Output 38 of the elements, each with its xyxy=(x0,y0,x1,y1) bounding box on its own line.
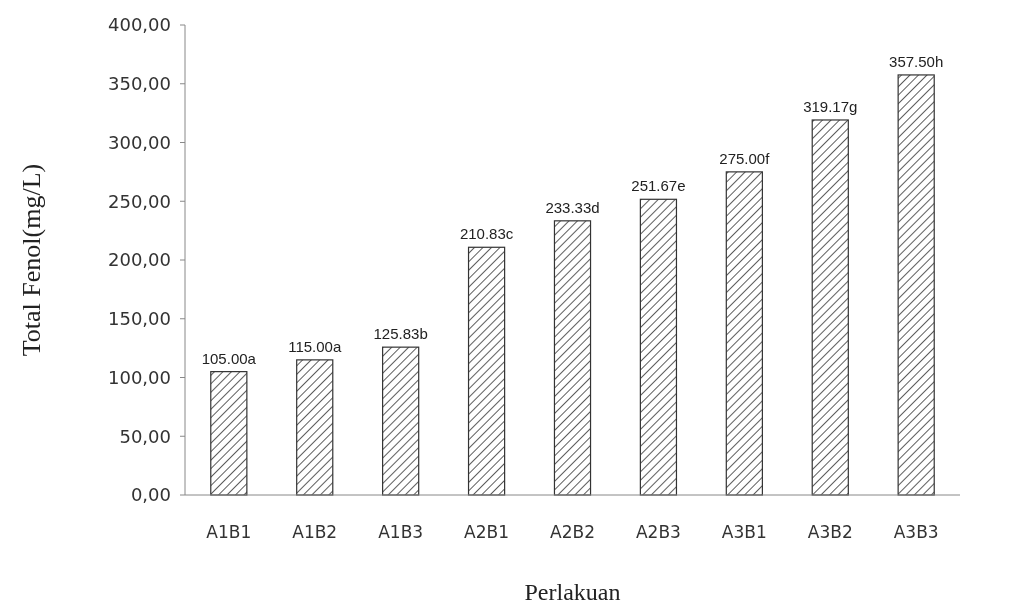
y-tick-label: 400,00 xyxy=(108,14,171,36)
data-label: 275.00f xyxy=(719,149,771,167)
y-tick-label: 0,00 xyxy=(130,484,171,506)
data-label: 357.50h xyxy=(889,52,944,70)
x-axis-title: Perlakuan xyxy=(524,579,621,605)
bar xyxy=(725,171,763,496)
bar xyxy=(553,220,592,496)
x-tick-label: A1B2 xyxy=(292,522,338,542)
bar xyxy=(639,198,678,496)
x-tick-label: A1B1 xyxy=(206,522,252,542)
y-tick-label: 50,00 xyxy=(119,425,171,447)
x-tick-label: A1B3 xyxy=(378,522,424,542)
y-axis-title: Total Fenol(mg/L) xyxy=(17,163,46,357)
data-label: 125.83b xyxy=(373,325,428,343)
data-label: 210.83c xyxy=(459,225,514,243)
y-tick-label: 250,00 xyxy=(108,190,171,212)
x-tick-label: A2B2 xyxy=(550,522,595,542)
y-tick-label: 100,00 xyxy=(108,366,171,388)
data-label: 233.33d xyxy=(545,198,600,216)
data-label: 115.00a xyxy=(288,337,342,355)
bar xyxy=(382,346,420,496)
x-tick-label: A3B2 xyxy=(807,522,853,542)
bar xyxy=(296,359,334,496)
data-label: 319.17g xyxy=(803,97,858,115)
bar xyxy=(897,74,935,496)
data-label: 105.00a xyxy=(201,349,257,367)
bar xyxy=(210,371,248,496)
y-tick-label: 300,00 xyxy=(108,131,171,153)
x-tick-label: A3B1 xyxy=(721,522,767,542)
x-tick-label: A2B3 xyxy=(635,522,681,542)
data-label: 251.67e xyxy=(631,177,686,195)
y-tick-label: 150,00 xyxy=(108,308,171,330)
x-tick-label: A3B3 xyxy=(893,522,939,542)
bar xyxy=(467,246,506,496)
y-tick-label: 350,00 xyxy=(108,73,171,95)
y-tick-label: 200,00 xyxy=(108,249,171,271)
bar xyxy=(811,119,849,496)
x-tick-label: A2B1 xyxy=(464,522,510,542)
